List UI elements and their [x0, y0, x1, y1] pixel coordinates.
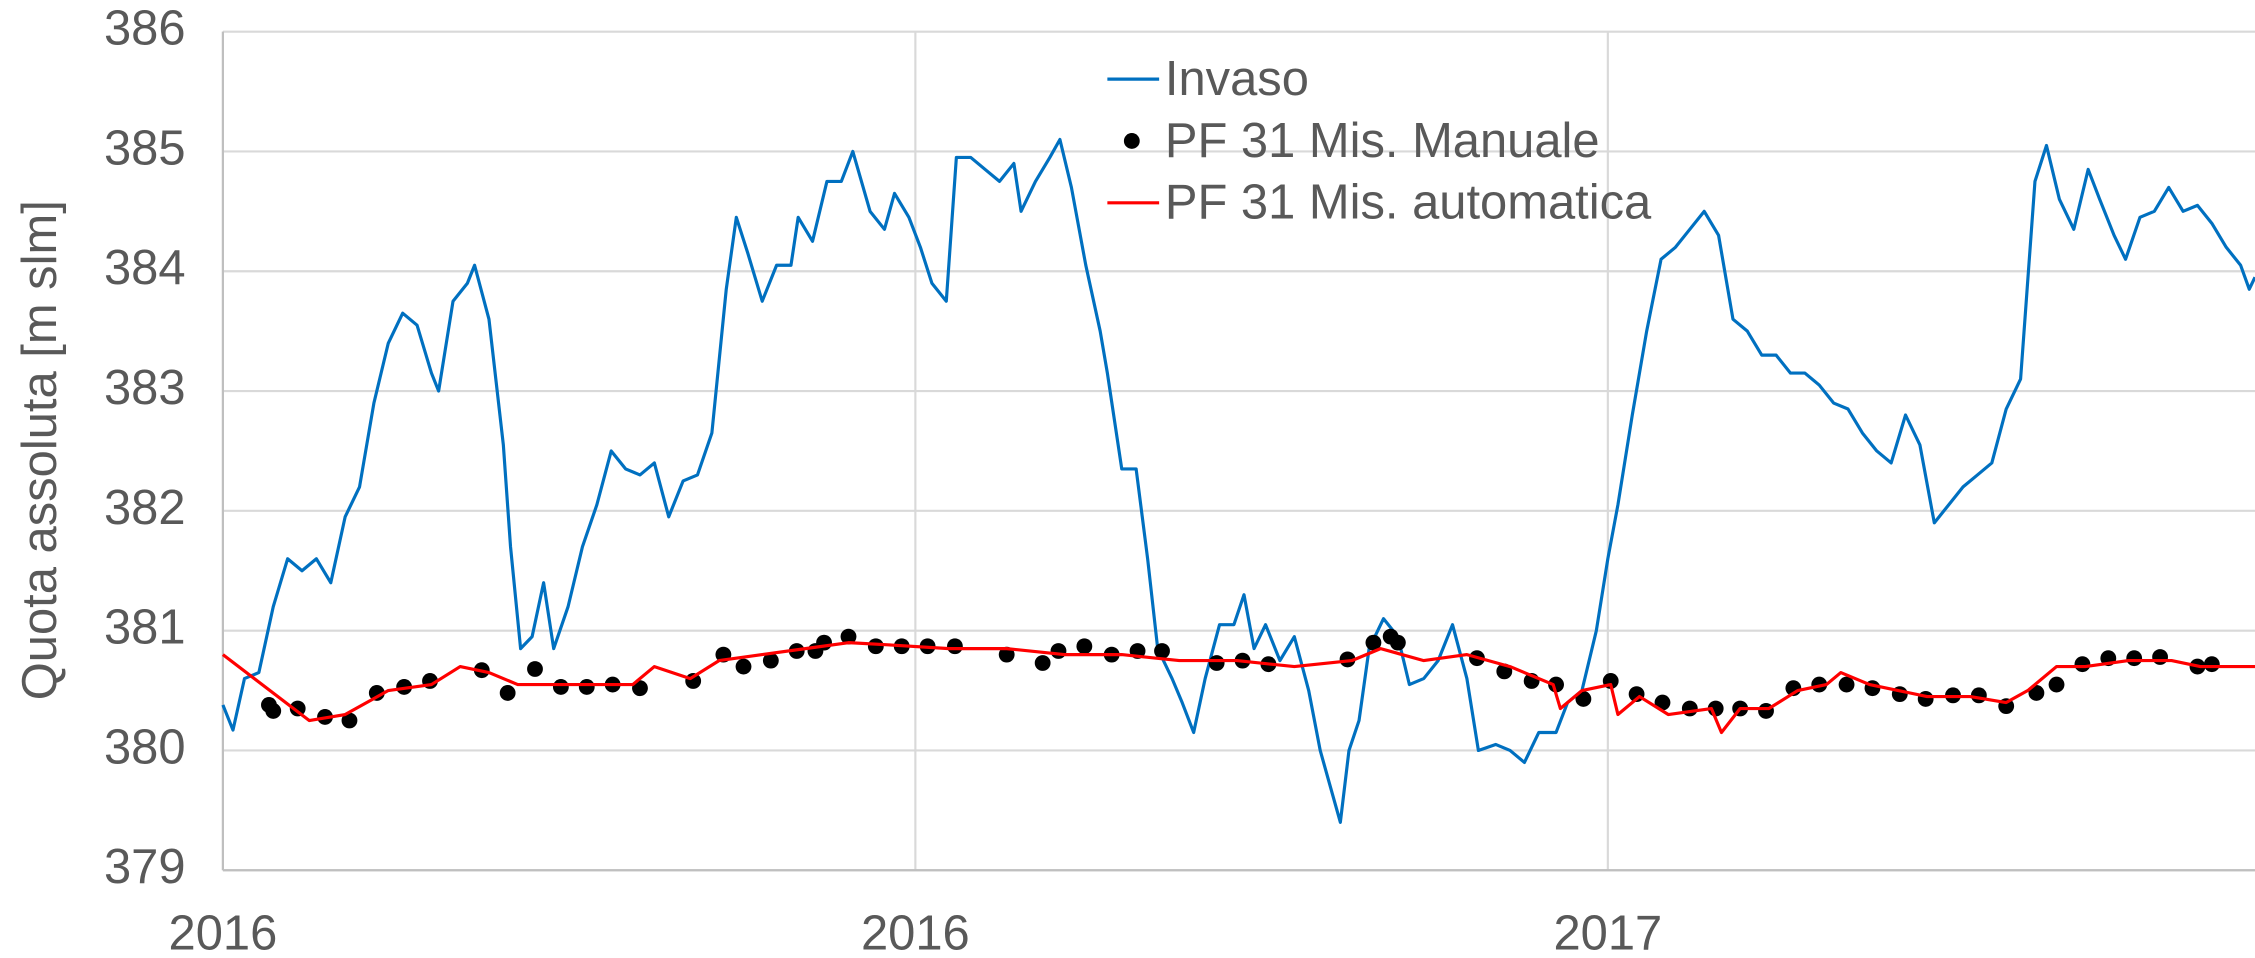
data-point	[1654, 694, 1671, 711]
data-point	[368, 685, 385, 701]
data-point	[2028, 685, 2045, 701]
data-point	[499, 685, 516, 701]
data-point	[1548, 676, 1564, 693]
data-point	[1339, 651, 1356, 668]
data-point	[1034, 655, 1051, 671]
data-point	[2048, 676, 2065, 693]
data-point	[1208, 655, 1225, 671]
data-point	[867, 638, 884, 655]
data-point	[1917, 691, 1934, 707]
data-point	[632, 680, 648, 697]
data-point	[552, 679, 569, 695]
data-point	[1076, 638, 1093, 655]
data-point	[735, 658, 752, 675]
legend-symbol	[1123, 133, 1140, 149]
legend-label: PF 31 Mis. Manuale	[1165, 114, 1600, 168]
y-tick-label: 381	[104, 601, 186, 655]
series-line	[221, 641, 2255, 735]
data-point	[265, 703, 282, 719]
data-point	[341, 712, 358, 729]
data-point	[1050, 643, 1067, 659]
data-point	[1681, 700, 1698, 717]
legend-label: Invaso	[1165, 52, 1309, 106]
data-point	[2152, 649, 2168, 665]
data-point	[1970, 687, 1987, 704]
data-point	[289, 700, 306, 717]
x-tick-label: 2016	[169, 906, 278, 958]
series-line	[221, 137, 2255, 824]
data-point	[2074, 656, 2091, 673]
data-point	[1838, 676, 1855, 693]
y-tick-label: 382	[104, 481, 186, 535]
data-point	[2126, 650, 2143, 667]
data-point	[840, 628, 857, 645]
y-tick-label: 383	[104, 361, 186, 415]
data-point	[2203, 656, 2220, 673]
y-tick-label: 380	[104, 720, 186, 774]
y-tick-label: 384	[104, 241, 186, 295]
data-point	[998, 646, 1015, 663]
data-point	[947, 638, 963, 655]
y-tick-label: 386	[104, 2, 186, 56]
data-point	[1154, 643, 1170, 659]
data-point	[1365, 634, 1382, 651]
data-point	[1389, 634, 1406, 651]
x-tick-label: 2017	[1553, 906, 1662, 958]
data-point	[527, 661, 543, 677]
legend-label: PF 31 Mis. automatica	[1165, 176, 1652, 230]
y-axis-label: Quota assoluta [m slm]	[13, 200, 67, 700]
data-point	[762, 652, 779, 669]
data-point	[578, 679, 595, 695]
y-tick-label: 379	[104, 840, 186, 894]
y-tick-label: 385	[104, 121, 186, 175]
data-point	[1575, 691, 1592, 707]
x-tick-label: 2016	[861, 906, 970, 958]
